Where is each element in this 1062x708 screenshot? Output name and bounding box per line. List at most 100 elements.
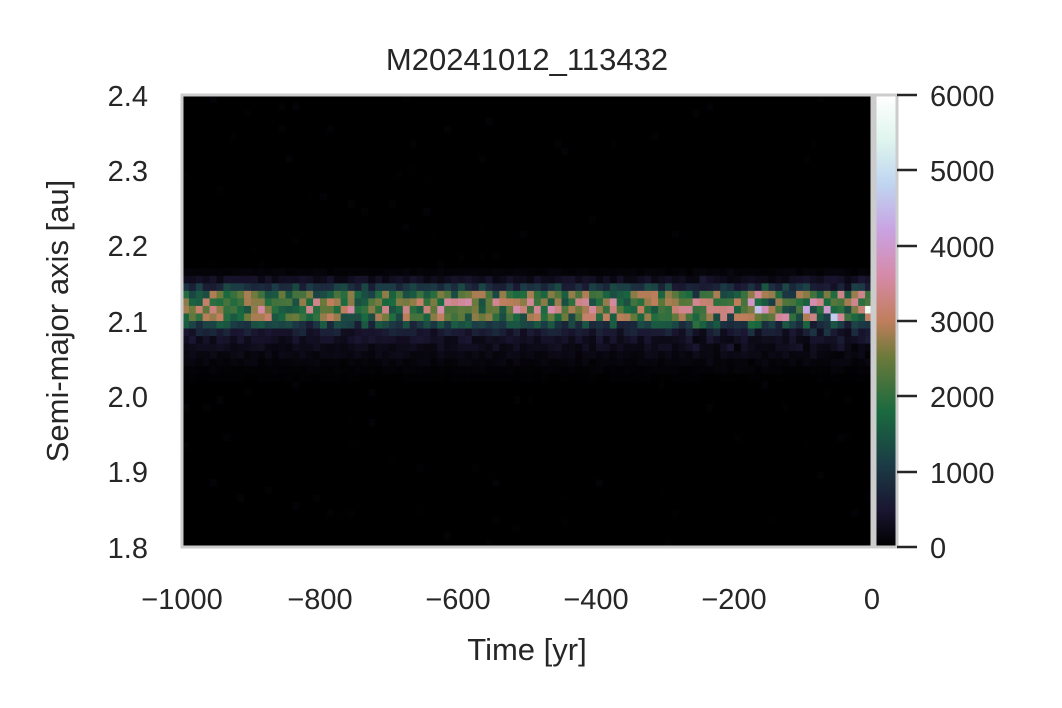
heatmap-cell [409,313,417,322]
heatmap-cell [561,494,569,502]
heatmap-cell [278,305,286,314]
heatmap-cell [492,358,500,367]
heatmap-cell [699,343,707,352]
heatmap-cell [865,366,873,375]
heatmap-cell [809,351,818,360]
heatmap-cell [395,313,404,322]
heatmap-cell [230,358,238,367]
heatmap-cell [713,283,721,292]
heatmap-cell [699,373,707,382]
heatmap-cell [382,290,390,299]
heatmap-cell [796,290,804,299]
heatmap-cell [437,298,445,307]
heatmap-cell [816,95,824,103]
heatmap-cell [816,358,825,367]
heatmap-cell [382,373,390,382]
heatmap-cell [306,283,314,292]
heatmap-cell [533,328,542,337]
heatmap-cell [478,351,486,360]
heatmap-cell [637,268,645,277]
heatmap-cell [527,313,535,322]
heatmap-cell [444,531,452,540]
heatmap-cell [499,351,507,360]
heatmap-cell [409,343,417,352]
heatmap-cell [671,336,680,344]
heatmap-cell [678,290,687,299]
heatmap-cell [361,336,369,344]
heatmap-cell [257,260,265,269]
heatmap-cell [513,524,521,532]
heatmap-cell [306,373,314,382]
heatmap-cell [244,351,252,360]
heatmap-cell [713,373,721,382]
heatmap-cell [678,366,687,375]
heatmap-cell [651,366,659,375]
heatmap-cell [623,268,631,277]
heatmap-cell [375,321,383,329]
heatmap-cell [740,366,749,375]
heatmap-cell [485,358,493,367]
heatmap-cell [561,336,569,344]
heatmap-cell [789,305,797,314]
heatmap-cell [437,290,445,299]
heatmap-cell [720,373,728,382]
heatmap-cell [244,305,252,314]
heatmap-cell [658,321,666,329]
heatmap-cell [499,268,507,277]
heatmap-cell [320,313,328,322]
heatmap-cell [244,366,252,375]
heatmap-cell [313,328,321,337]
heatmap-cell [347,351,355,360]
heatmap-cell [340,275,348,284]
heatmap-cell [361,321,369,329]
heatmap-cell [423,351,431,360]
heatmap-cell [520,230,527,239]
heatmap-cell [347,418,355,427]
heatmap-cell [644,268,652,277]
heatmap-cell [188,351,197,360]
heatmap-cell [816,343,825,352]
heatmap-cell [223,321,231,329]
heatmap-cell [609,275,618,284]
heatmap-cell [375,328,383,337]
heatmap-cell [313,358,321,367]
heatmap-cell [540,373,549,382]
heatmap-cell [244,388,251,397]
heatmap-cell [582,351,590,360]
heatmap-cell [775,275,783,284]
heatmap-cell [416,275,424,284]
heatmap-cell [865,298,873,307]
heatmap-cell [692,313,700,322]
heatmap-cell [844,351,852,360]
heatmap-cell [430,351,438,360]
heatmap-cell [244,275,252,284]
heatmap-cell [430,336,438,344]
heatmap-cell [865,290,873,299]
heatmap-cell [782,343,790,352]
heatmap-cell [513,283,521,292]
heatmap-cell [437,373,445,382]
heatmap-cell [264,298,273,307]
heatmap-cell [182,351,190,360]
heatmap-cell [630,366,638,375]
heatmap-cell [789,373,797,382]
heatmap-cell [796,283,804,292]
heatmap-cell [809,328,818,337]
heatmap-cell [285,366,293,375]
heatmap-cell [430,366,438,375]
heatmap-cell [720,290,728,299]
heatmap-cell [596,336,604,344]
heatmap-cell [727,305,735,314]
heatmap-cell [389,351,397,360]
heatmap-cell [609,321,618,329]
heatmap-cell [444,305,452,314]
heatmap-cell [347,336,355,344]
heatmap-cell [651,373,659,382]
heatmap-cell [616,275,624,284]
heatmap-cell [816,290,825,299]
heatmap-cell [665,275,673,284]
heatmap-cell [671,343,680,352]
heatmap-cell [271,373,279,382]
heatmap-cell [561,343,569,352]
heatmap-cell [313,290,321,299]
